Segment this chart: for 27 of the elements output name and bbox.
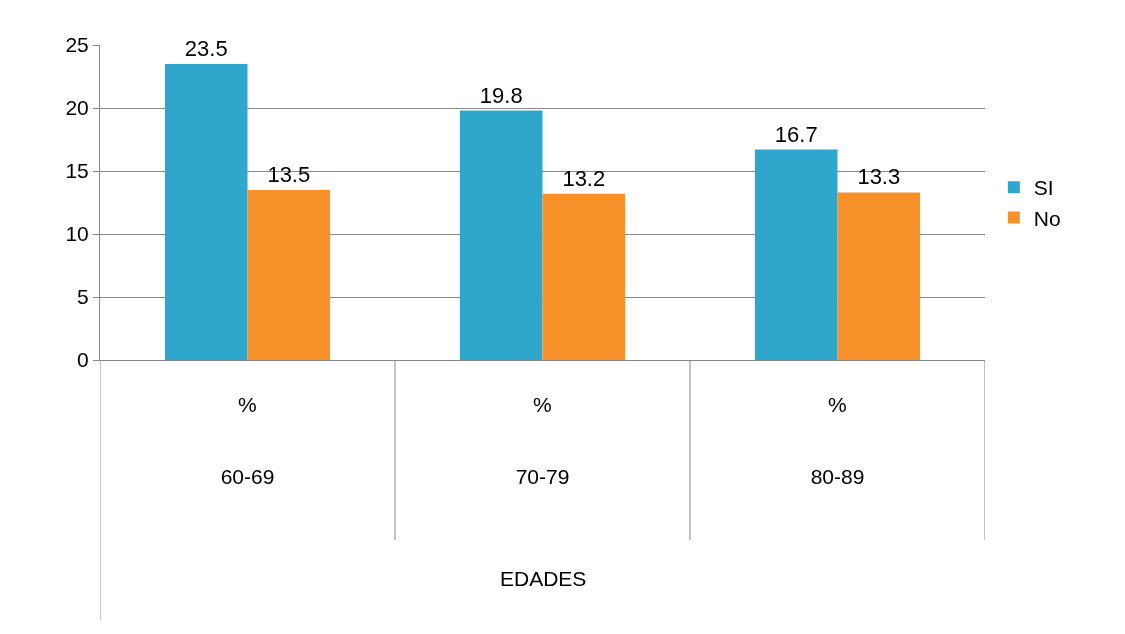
legend-label: SI xyxy=(1033,176,1054,200)
bar xyxy=(837,192,921,360)
x-tick-label: 80-89 xyxy=(810,465,865,489)
y-tick-label: 5 xyxy=(77,285,89,309)
data-label: 16.7 xyxy=(774,121,818,147)
data-label: 19.8 xyxy=(479,82,523,108)
text: % xyxy=(238,393,257,416)
x-tick-label: 60-69 xyxy=(220,465,275,489)
data-label: 13.2 xyxy=(562,165,606,191)
data-label: 13.5 xyxy=(267,161,311,187)
bar xyxy=(247,189,331,360)
data-label: 23.5 xyxy=(184,35,228,61)
x-tick-label: 70-79 xyxy=(515,465,570,489)
y-tick-label: 20 xyxy=(65,96,89,120)
legend-label: No xyxy=(1033,206,1061,230)
text: % xyxy=(533,393,552,416)
y-tick-label: 25 xyxy=(65,33,89,57)
bar xyxy=(754,149,838,360)
y-tick-label: 10 xyxy=(65,222,89,246)
bar xyxy=(164,63,248,360)
x-axis-title: EDADES xyxy=(500,567,587,590)
text: % xyxy=(828,393,847,416)
y-tick-label: 0 xyxy=(77,348,89,372)
y-tick-label: 15 xyxy=(65,159,89,183)
data-label: 13.3 xyxy=(857,164,901,190)
bar xyxy=(542,193,626,360)
bar xyxy=(459,110,543,360)
